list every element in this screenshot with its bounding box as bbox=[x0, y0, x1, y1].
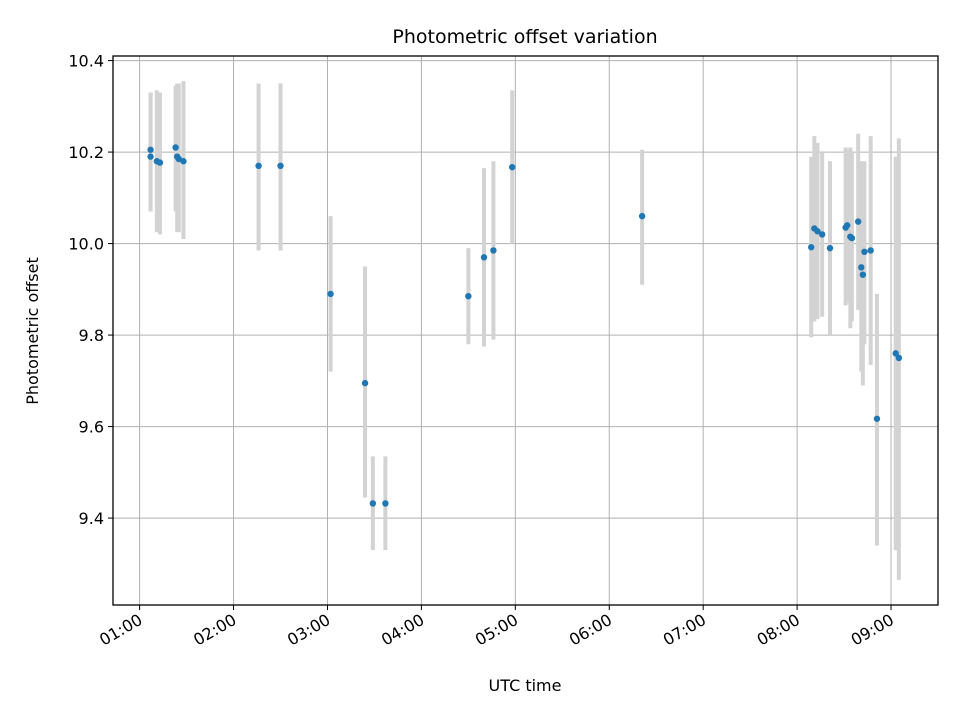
data-point bbox=[892, 350, 899, 357]
x-axis-label: UTC time bbox=[489, 676, 562, 695]
data-point bbox=[848, 234, 856, 242]
grid-lines bbox=[113, 56, 938, 605]
y-tick-label: 9.8 bbox=[79, 326, 104, 345]
data-point bbox=[895, 354, 903, 362]
data-point bbox=[490, 247, 497, 254]
data-point bbox=[844, 222, 851, 229]
plot-frame bbox=[112, 55, 939, 606]
data-point bbox=[818, 231, 826, 238]
y-tick-label: 10.4 bbox=[68, 52, 104, 71]
y-tick-label: 10.2 bbox=[68, 143, 104, 162]
plot-background bbox=[113, 56, 938, 605]
y-axis-label: Photometric offset bbox=[23, 257, 42, 405]
data-point bbox=[172, 144, 179, 151]
y-tick-label: 10.0 bbox=[68, 235, 104, 254]
chart-title: Photometric offset variation bbox=[392, 26, 657, 48]
data-point bbox=[867, 247, 874, 254]
data-point bbox=[147, 153, 154, 160]
data-point bbox=[382, 500, 389, 507]
data-point bbox=[508, 163, 516, 171]
data-point bbox=[369, 500, 377, 507]
data-point bbox=[327, 290, 334, 298]
data-point bbox=[277, 162, 284, 169]
data-point bbox=[807, 244, 815, 251]
data-point bbox=[859, 271, 867, 278]
data-point bbox=[465, 292, 472, 300]
data-point bbox=[826, 244, 834, 252]
data-point bbox=[180, 158, 187, 165]
data-point bbox=[255, 162, 262, 169]
data-point bbox=[861, 248, 868, 256]
data-point bbox=[858, 264, 865, 271]
data-points bbox=[147, 144, 903, 507]
data-point bbox=[480, 254, 488, 261]
data-point bbox=[854, 218, 862, 225]
data-point bbox=[814, 228, 821, 235]
y-tick-label: 9.6 bbox=[79, 418, 104, 437]
data-point bbox=[361, 379, 369, 387]
y-tick-label: 9.4 bbox=[79, 509, 104, 528]
data-point bbox=[638, 212, 646, 220]
data-point bbox=[156, 159, 164, 166]
data-point bbox=[873, 415, 881, 422]
data-point bbox=[147, 146, 154, 153]
